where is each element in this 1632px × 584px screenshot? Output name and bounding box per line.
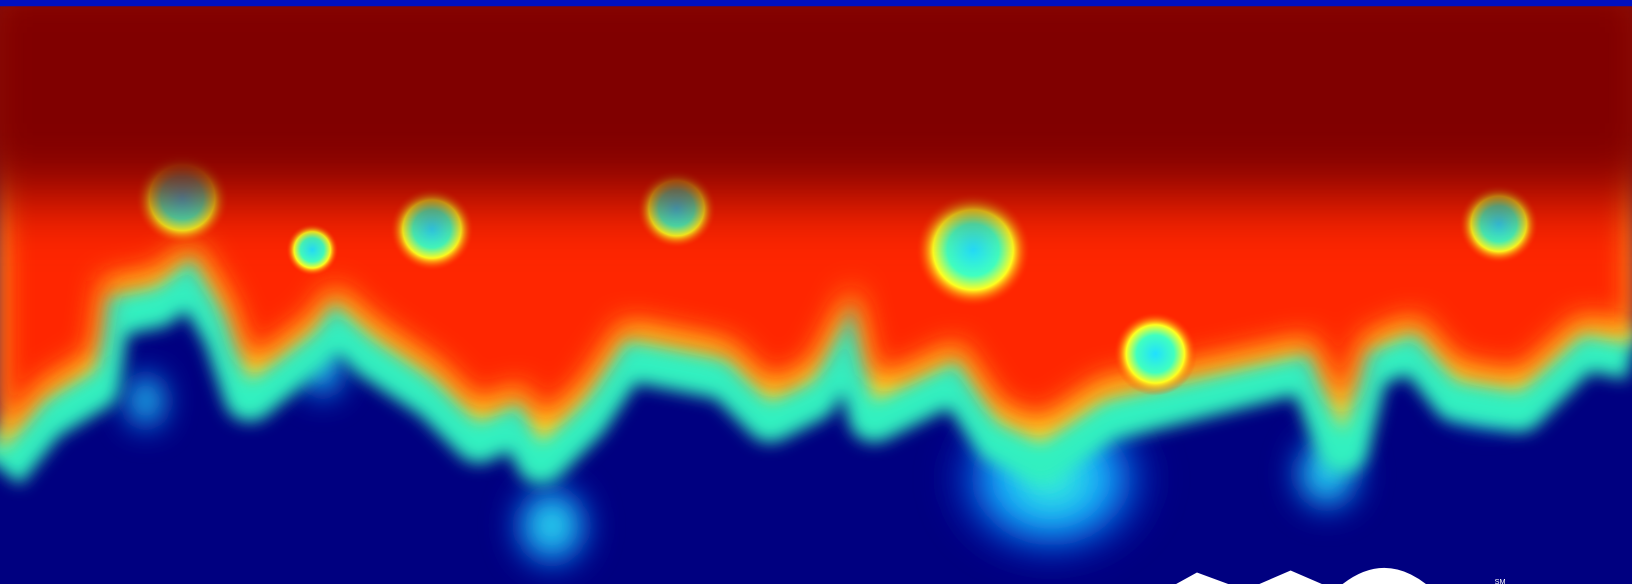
logo-shape: [1176, 567, 1426, 584]
light-fluid: [0, 0, 1632, 198]
top-strip: [0, 0, 1632, 7]
logo-mark: SM: [1495, 577, 1506, 584]
